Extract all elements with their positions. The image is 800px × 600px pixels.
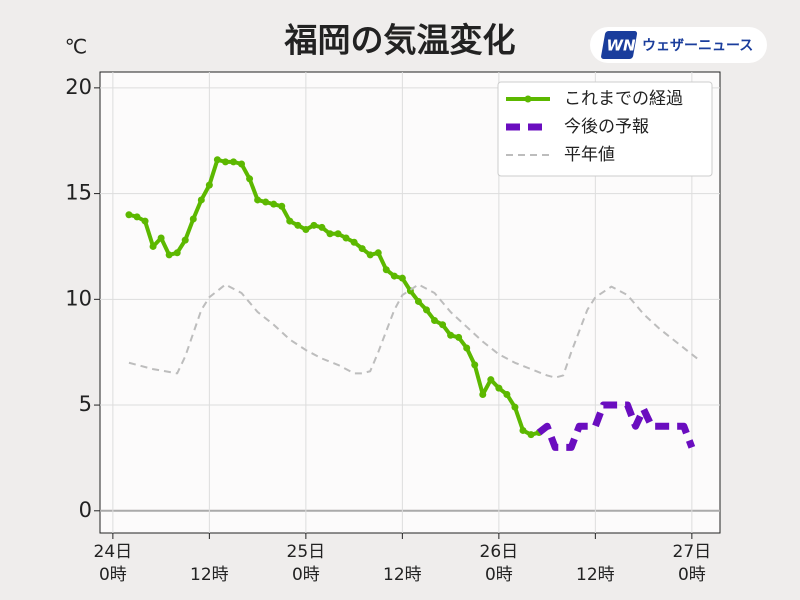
data-point [414,297,422,305]
y-tick-label: 10 [65,286,92,310]
data-point [270,200,278,208]
data-point [173,249,181,257]
x-tick-label: 0時 [678,565,706,585]
data-point [229,158,237,166]
legend-label: 今後の予報 [564,117,649,137]
data-point [463,344,471,352]
data-point [181,236,189,244]
chart-title: 福岡の気温変化 [284,21,516,60]
data-point [358,245,366,253]
legend-label: これまでの経過 [564,89,683,109]
logo-text: WN [606,37,636,55]
data-point [479,390,487,398]
data-point [213,156,221,164]
data-point [439,321,447,329]
x-tick-label: 12時 [576,565,615,585]
x-tick-label: 0時 [99,565,127,585]
data-point [254,196,262,204]
data-point [487,376,495,384]
data-point [262,198,270,206]
x-tick-label: 0時 [485,565,513,585]
data-point [278,202,286,210]
legend-box [497,81,713,177]
data-point [431,316,439,324]
brand-logo: WN ウェザーニュース [590,27,767,63]
legend-marker [524,95,532,103]
data-point [125,211,133,219]
data-point [447,331,455,339]
data-point [246,175,254,183]
brand-name: ウェザーニュース [642,38,753,54]
unit-label: ℃ [65,35,87,59]
data-point [374,249,382,257]
data-point [197,196,205,204]
y-tick-label: 20 [65,75,92,99]
logo-box [601,31,638,59]
data-point [342,234,350,242]
data-point [398,274,406,282]
data-point [350,238,358,246]
data-point [189,215,197,223]
data-point [286,217,294,225]
data-point [149,242,157,250]
series-line [128,157,540,437]
data-point [141,217,149,225]
data-point [519,426,527,434]
series-line [128,283,701,379]
data-point [366,251,374,259]
x-tick-label: 12時 [190,565,229,585]
y-tick-label: 0 [79,498,92,522]
x-date-label: 25日 [287,542,326,562]
data-point [221,158,229,166]
y-tick-label: 5 [79,392,92,416]
data-point [302,226,310,234]
data-point [455,333,463,341]
x-tick-label: 0時 [292,565,320,585]
data-point [334,230,342,238]
x-tick-label: 12時 [383,565,422,585]
data-point [422,306,430,314]
data-point [390,272,398,280]
data-point [205,181,213,189]
data-point [511,403,519,411]
data-point [382,266,390,274]
x-date-label: 24日 [94,542,133,562]
data-point [527,431,535,439]
data-point [310,221,318,229]
data-point [294,221,302,229]
legend-label: 平年値 [564,145,615,165]
data-point [165,251,173,259]
x-date-label: 27日 [673,542,712,562]
data-point [133,213,141,221]
data-point [326,230,334,238]
data-point [471,361,479,369]
x-date-label: 26日 [480,542,519,562]
series-line [536,401,696,451]
data-point [157,234,165,242]
data-point [503,390,511,398]
data-point [238,160,246,168]
y-tick-label: 15 [65,181,92,205]
data-point [318,223,326,231]
data-point [495,384,503,392]
